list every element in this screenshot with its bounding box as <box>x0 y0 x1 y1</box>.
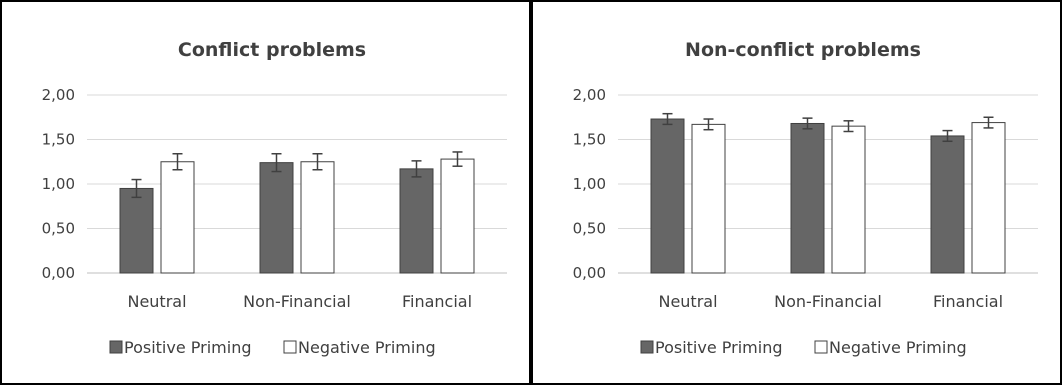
bar <box>971 122 1006 274</box>
bar <box>831 125 866 274</box>
bar <box>930 135 965 274</box>
y-tick-label: 1,50 <box>573 131 606 149</box>
x-tick-label: Financial <box>402 292 472 311</box>
bar <box>160 161 195 274</box>
bar <box>119 187 154 274</box>
y-tick-label: 0,00 <box>42 264 75 282</box>
bar <box>691 123 726 274</box>
chart-title: Conflict problems <box>178 39 366 61</box>
legend-swatch <box>640 340 654 354</box>
y-tick-label: 0,50 <box>42 220 75 238</box>
bar <box>440 158 475 274</box>
bar <box>259 162 294 274</box>
y-tick-label: 0,50 <box>573 220 606 238</box>
y-tick-label: 1,00 <box>573 175 606 193</box>
chart-svg: Non-conflict problems 0,00 0,50 1,00 1,50 2,… <box>573 39 1038 357</box>
legend-label: Positive Priming <box>655 338 782 357</box>
chart-svg: Conflict problems 0,00 0,50 1,00 1,50 2,00 Ne… <box>42 39 507 357</box>
y-tick-label: 0,00 <box>573 264 606 282</box>
x-tick-label: Neutral <box>658 292 717 311</box>
bar <box>399 168 434 274</box>
bar <box>790 122 825 274</box>
legend-swatch <box>814 340 828 354</box>
x-tick-label: Financial <box>933 292 1003 311</box>
chart-panel-non-conflict: Non-conflict problems 0,00 0,50 1,00 1,50 2,… <box>531 0 1062 385</box>
chart-title: Non-conflict problems <box>685 39 921 61</box>
legend-label: Positive Priming <box>124 338 251 357</box>
legend-label: Negative Priming <box>829 338 967 357</box>
bar <box>650 118 685 274</box>
legend-swatch <box>109 340 123 354</box>
y-tick-label: 2,00 <box>42 86 75 104</box>
legend-label: Negative Priming <box>298 338 436 357</box>
legend-swatch <box>283 340 297 354</box>
y-tick-label: 1,50 <box>42 131 75 149</box>
chart-panel-conflict: Conflict problems 0,00 0,50 1,00 1,50 2,00 Ne… <box>0 0 531 385</box>
y-tick-label: 2,00 <box>573 86 606 104</box>
x-tick-label: Non-Financial <box>243 292 351 311</box>
x-tick-label: Non-Financial <box>774 292 882 311</box>
x-tick-label: Neutral <box>127 292 186 311</box>
bar <box>300 161 335 274</box>
y-tick-label: 1,00 <box>42 175 75 193</box>
